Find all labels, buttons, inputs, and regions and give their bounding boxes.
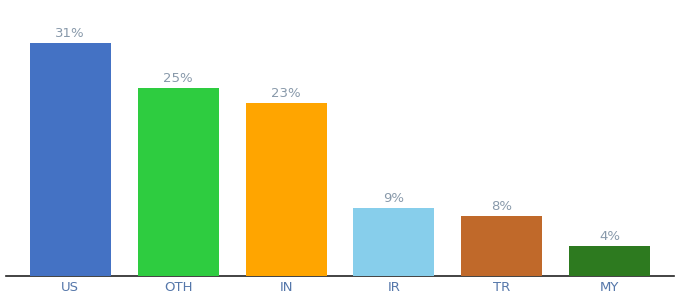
Text: 31%: 31% <box>56 27 85 40</box>
Text: 4%: 4% <box>599 230 620 243</box>
Bar <box>569 246 650 276</box>
Text: 23%: 23% <box>271 87 301 100</box>
Bar <box>138 88 219 276</box>
Text: 8%: 8% <box>492 200 512 213</box>
Bar <box>461 216 542 276</box>
Bar <box>30 43 111 276</box>
Text: 9%: 9% <box>384 192 405 205</box>
Bar <box>354 208 435 276</box>
Bar <box>245 103 326 276</box>
Text: 25%: 25% <box>163 72 193 85</box>
